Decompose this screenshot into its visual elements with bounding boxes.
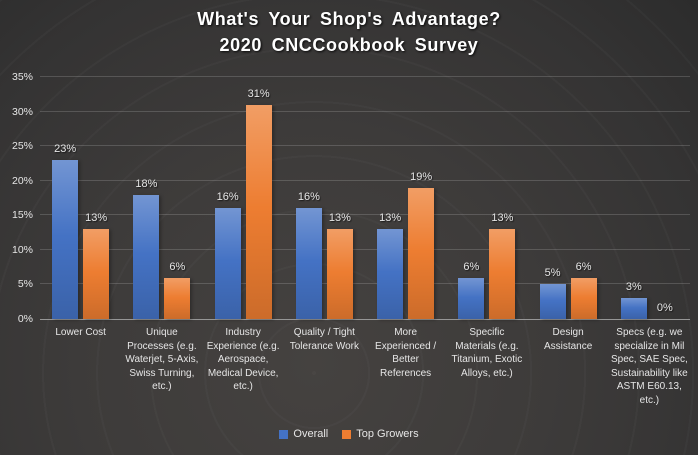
y-axis-tick-label: 20%	[11, 174, 33, 187]
legend-swatch-overall	[279, 429, 289, 439]
bar-overall: 13%	[377, 212, 404, 319]
data-label: 6%	[575, 260, 592, 273]
data-label: 13%	[85, 212, 108, 225]
bar-top-growers: 13%	[83, 212, 110, 319]
legend-item-top-growers: Top Growers	[342, 428, 419, 440]
category-group-8: 3% 0%	[609, 77, 690, 319]
gridline	[40, 214, 690, 216]
x-axis-category-label: Unique Processes (e.g. Waterjet, 5-Axis,…	[125, 327, 199, 392]
bar-top-growers: 6%	[164, 261, 191, 319]
category-group-7: 5% 6%	[528, 77, 609, 319]
data-label: 23%	[54, 142, 77, 155]
gridline	[40, 283, 690, 285]
bar-overall: 23%	[52, 143, 79, 319]
legend: Overall Top Growers	[0, 428, 698, 440]
bar-overall: 18%	[133, 178, 160, 319]
data-label: 16%	[297, 191, 320, 204]
y-axis: 0% 5% 10% 15% 20% 25% 30% 35%	[0, 71, 33, 325]
gridline	[40, 145, 690, 147]
category-group-1: 23% 13%	[40, 77, 121, 319]
chart-title-line1: What's Your Shop's Advantage?	[197, 9, 501, 29]
data-label: 5%	[544, 267, 561, 280]
x-axis-category-label: Lower Cost	[55, 327, 106, 338]
data-label: 19%	[410, 170, 433, 183]
gridline	[40, 110, 690, 112]
gridline	[40, 179, 690, 181]
x-axis-category-label: Specs (e.g. we specialize in Mil Spec, S…	[611, 327, 688, 406]
plot-area: 23% 13% 18% 6% 16% 31% 16% 13% 13% 19% 6% 13% 5% 6% 3%…	[40, 76, 690, 320]
chart-title: What's Your Shop's Advantage? 2020 CNCCo…	[0, 6, 698, 58]
x-axis-category-label: Specific Materials (e.g. Titanium, Exoti…	[451, 327, 523, 379]
category-group-3: 16% 31%	[203, 77, 284, 319]
y-axis-tick-label: 35%	[11, 71, 33, 83]
bar-overall: 5%	[539, 267, 566, 319]
bar-overall: 6%	[458, 261, 485, 319]
y-axis-tick-label: 15%	[11, 209, 33, 222]
x-axis-category-label: Quality / Tight Tolerance Work	[289, 327, 360, 352]
data-label: 6%	[463, 260, 480, 273]
data-label: 13%	[379, 212, 402, 225]
category-group-2: 18% 6%	[121, 77, 202, 319]
bar-overall: 3%	[620, 281, 647, 319]
bar-overall: 16%	[295, 191, 322, 319]
legend-label-overall: Overall	[293, 428, 329, 440]
bar-top-growers: 6%	[570, 261, 597, 319]
x-axis-category-label: Industry Experience (e.g. Aerospace, Med…	[206, 327, 280, 392]
legend-label-top-growers: Top Growers	[356, 428, 419, 440]
y-axis-tick-label: 30%	[11, 105, 33, 118]
category-group-5: 13% 19%	[365, 77, 446, 319]
bar-top-growers: 19%	[408, 171, 435, 319]
legend-item-overall: Overall	[279, 428, 328, 440]
data-label: 18%	[135, 177, 158, 190]
gridline	[40, 76, 690, 77]
data-label: 6%	[169, 260, 186, 273]
legend-swatch-top-growers	[342, 429, 352, 439]
x-axis-category-label: Design Assistance	[543, 327, 593, 352]
data-label: 0%	[656, 302, 673, 314]
bar-top-growers: 13%	[326, 212, 353, 319]
bar-top-growers: 31%	[245, 88, 272, 319]
x-axis: Lower Cost Unique Processes (e.g. Waterje…	[40, 326, 690, 407]
data-label: 31%	[247, 87, 270, 100]
bar-top-growers: 13%	[489, 212, 516, 319]
y-axis-tick-label: 0%	[17, 313, 33, 325]
data-label: 13%	[328, 212, 351, 225]
bars-container: 23% 13% 18% 6% 16% 31% 16% 13% 13% 19% 6% 13% 5% 6% 3%…	[40, 77, 690, 319]
data-label: 3%	[625, 281, 642, 294]
y-axis-tick-label: 5%	[17, 278, 33, 291]
y-axis-tick-label: 10%	[11, 243, 33, 256]
bar-overall: 16%	[214, 191, 241, 319]
x-axis-category-label: More Experienced / Better References	[375, 327, 437, 379]
category-group-6: 6% 13%	[446, 77, 527, 319]
category-group-4: 16% 13%	[284, 77, 365, 319]
y-axis-tick-label: 25%	[11, 140, 33, 153]
data-label: 13%	[491, 212, 514, 225]
data-label: 16%	[216, 191, 239, 204]
gridline	[40, 248, 690, 250]
chart-title-line2: 2020 CNCCookbook Survey	[219, 35, 479, 55]
